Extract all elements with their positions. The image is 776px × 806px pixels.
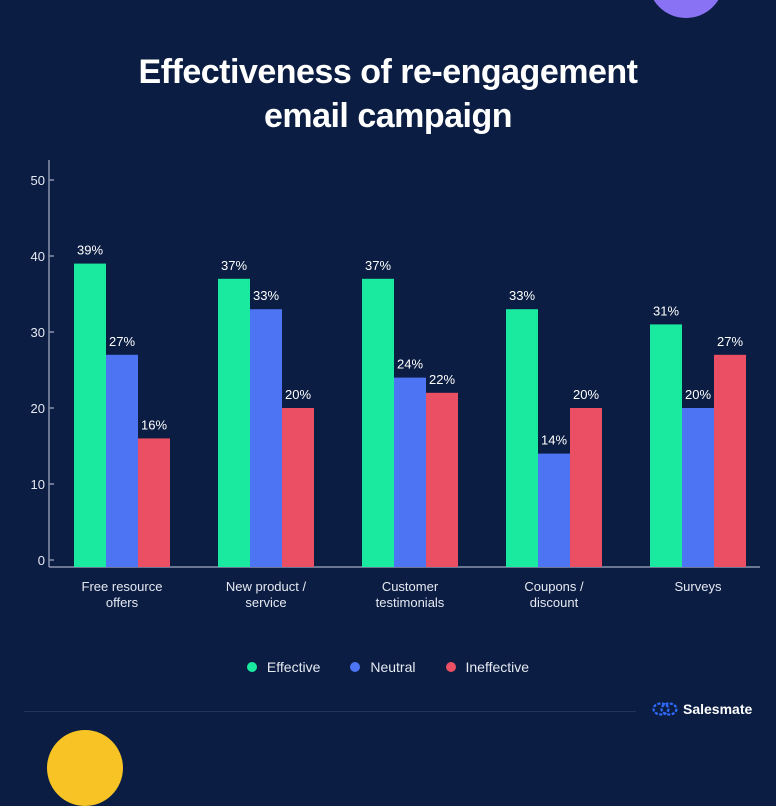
y-tick-label: 20	[31, 401, 45, 416]
bar-neutral	[682, 408, 714, 567]
data-label: 39%	[77, 243, 103, 258]
legend-dot-neutral	[350, 662, 361, 672]
legend: Effective Neutral Ineffective	[0, 659, 776, 675]
legend-item-effective: Effective	[246, 659, 321, 675]
x-tick-label: Surveys	[675, 579, 722, 594]
legend-item-ineffective: Ineffective	[445, 659, 530, 675]
brand-name: Salesmate	[683, 701, 753, 717]
data-label: 33%	[509, 288, 535, 303]
x-tick-label: Customer	[382, 579, 439, 594]
bar-ineffective	[426, 392, 458, 567]
bar-ineffective	[570, 408, 602, 567]
data-label: 37%	[221, 258, 247, 273]
chart-title-line-2: email campaign	[263, 97, 513, 135]
bar-neutral	[394, 377, 426, 567]
salesmate-logo-icon	[652, 702, 678, 716]
x-tick-label: Coupons /	[524, 579, 584, 594]
legend-item-neutral: Neutral	[350, 659, 416, 675]
x-tick-label: offers	[106, 595, 139, 610]
data-label: 33%	[253, 288, 279, 303]
bar-ineffective	[282, 408, 314, 567]
data-label: 20%	[285, 387, 311, 402]
x-tick-label: Free resource	[82, 579, 163, 594]
brand: Salesmate	[652, 701, 752, 717]
bars	[74, 263, 746, 567]
data-label: 20%	[573, 387, 599, 402]
bar-neutral	[250, 309, 282, 567]
y-tick-label: 10	[31, 477, 45, 492]
bar-effective	[218, 278, 250, 567]
x-tick-label: service	[245, 595, 286, 610]
legend-label-effective: Effective	[266, 659, 321, 675]
decorative-circle-yellow	[47, 730, 123, 806]
bar-ineffective	[138, 438, 170, 567]
data-label: 31%	[653, 303, 679, 318]
legend-label-neutral: Neutral	[370, 659, 416, 675]
chart-title: Effectiveness of re-engagement email cam…	[0, 50, 776, 138]
x-tick-label: testimonials	[376, 595, 445, 610]
data-label: 27%	[717, 334, 743, 349]
x-tick-label: New product /	[226, 579, 307, 594]
footer-divider	[24, 711, 636, 712]
chart-title-line-1: Effectiveness of re-engagement	[138, 53, 638, 91]
data-labels: 39% 27% 16% 37% 33% 20% 37% 24% 22% 33% 14% 20% 31% 2…	[77, 243, 743, 448]
bar-neutral	[538, 453, 570, 567]
legend-dot-effective	[246, 662, 257, 672]
data-label: 24%	[397, 357, 423, 372]
data-label: 22%	[429, 372, 455, 387]
bar-effective	[362, 278, 394, 567]
bar-effective	[650, 324, 682, 567]
bar-ineffective	[714, 354, 746, 567]
data-label: 16%	[141, 417, 167, 432]
y-tick-label: 0	[38, 553, 45, 568]
y-tick-label: 40	[31, 249, 45, 264]
data-label: 14%	[541, 433, 567, 448]
legend-label-ineffective: Ineffective	[465, 659, 530, 675]
bar-neutral	[106, 354, 138, 567]
bar-effective	[74, 263, 106, 567]
data-label: 37%	[365, 258, 391, 273]
y-tick-label: 30	[31, 325, 45, 340]
bar-effective	[506, 309, 538, 567]
y-tick-label: 50	[31, 173, 45, 188]
data-label: 20%	[685, 387, 711, 402]
data-label: 27%	[109, 334, 135, 349]
legend-dot-ineffective	[445, 662, 456, 672]
x-tick-label: discount	[530, 595, 579, 610]
